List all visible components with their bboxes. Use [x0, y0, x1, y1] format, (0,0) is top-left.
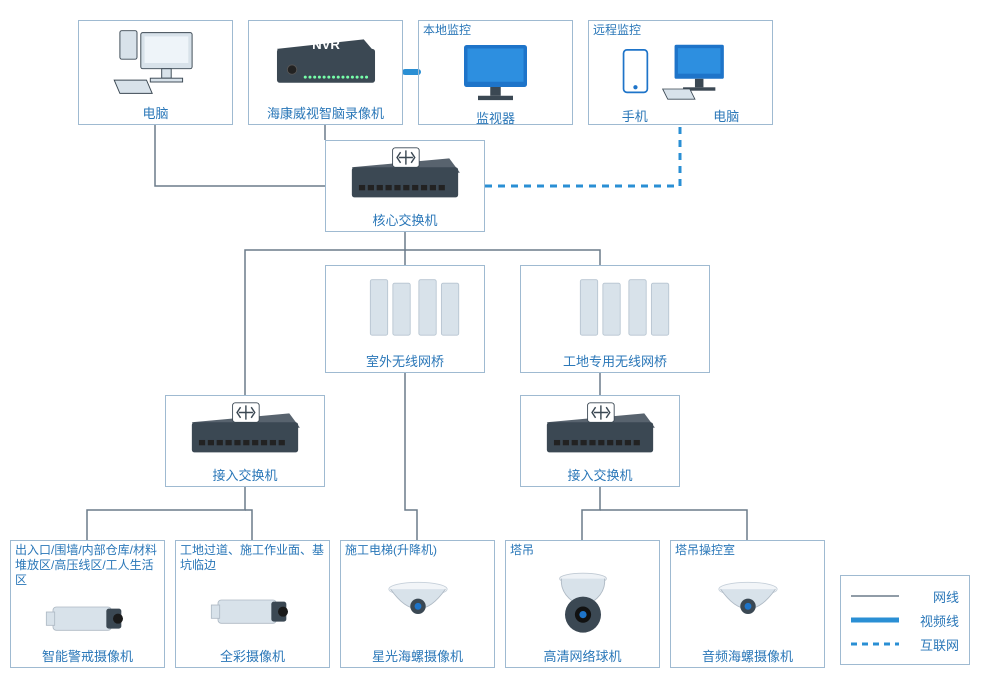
node-header: 远程监控	[589, 23, 772, 38]
node-icon	[521, 398, 679, 465]
node-caption: 星光海螺摄像机	[341, 646, 494, 667]
node-caption: 核心交换机	[326, 210, 484, 231]
legend-row-lan: 网线	[851, 584, 959, 608]
node-acc_sw_l: 接入交换机	[165, 395, 325, 487]
node-caption: 海康威视智脑录像机	[249, 103, 402, 124]
node-icon	[79, 23, 232, 103]
node-icon	[341, 558, 494, 646]
svg-text:NVR: NVR	[312, 37, 340, 52]
node-icon	[506, 558, 659, 646]
node-header: 本地监控	[419, 23, 572, 38]
legend-row-internet: 互联网	[851, 632, 959, 656]
node-header: 工地过道、施工作业面、基坑临边	[176, 543, 329, 573]
legend-box: 网线 视频线 互联网	[840, 575, 970, 665]
node-cam3: 施工电梯(升降机) 星光海螺摄像机	[340, 540, 495, 668]
node-caption: 接入交换机	[521, 465, 679, 486]
node-caption: 智能警戒摄像机	[11, 646, 164, 667]
node-core_sw: 核心交换机	[325, 140, 485, 232]
node-caption: 工地专用无线网桥	[521, 351, 709, 372]
node-caption: 监视器	[419, 108, 572, 129]
node-header: 塔吊操控室	[671, 543, 824, 558]
node-caption: 音频海螺摄像机	[671, 646, 824, 667]
node-caption: 高清网络球机	[506, 646, 659, 667]
node-header: 施工电梯(升降机)	[341, 543, 494, 558]
node-cam4: 塔吊 高清网络球机	[505, 540, 660, 668]
node-local_mon: 本地监控 监视器	[418, 20, 573, 125]
caption-pc: 电脑	[681, 106, 773, 125]
node-caption: 电脑	[79, 103, 232, 124]
node-icon: NVR	[249, 23, 402, 103]
node-header: 出入口/围墙/内部仓库/材料堆放区/高压线区/工人生活区	[11, 543, 164, 588]
node-icon	[326, 268, 484, 351]
legend-label: 网线	[913, 587, 959, 606]
node-bridge_site: 工地专用无线网桥	[520, 265, 710, 373]
node-icon	[521, 268, 709, 351]
node-cam5: 塔吊操控室 音频海螺摄像机	[670, 540, 825, 668]
node-pc_top: 电脑	[78, 20, 233, 125]
node-icon	[11, 588, 164, 646]
node-icon	[589, 38, 772, 106]
node-icon	[176, 573, 329, 646]
node-icon	[419, 38, 572, 108]
node-icon	[326, 143, 484, 210]
legend-label: 视频线	[913, 611, 959, 630]
node-cam1: 出入口/围墙/内部仓库/材料堆放区/高压线区/工人生活区 智能警戒摄像机	[10, 540, 165, 668]
node-caption: 全彩摄像机	[176, 646, 329, 667]
node-bridge_out: 室外无线网桥	[325, 265, 485, 373]
node-header: 塔吊	[506, 543, 659, 558]
node-icon	[671, 558, 824, 646]
node-acc_sw_r: 接入交换机	[520, 395, 680, 487]
node-remote_mon: 远程监控 手机 电脑	[588, 20, 773, 125]
node-icon	[166, 398, 324, 465]
node-cam2: 工地过道、施工作业面、基坑临边 全彩摄像机	[175, 540, 330, 668]
caption-phone: 手机	[589, 106, 681, 125]
node-caption: 室外无线网桥	[326, 351, 484, 372]
node-nvr: NVR 海康威视智脑录像机	[248, 20, 403, 125]
legend-label: 互联网	[913, 635, 959, 654]
legend-row-video: 视频线	[851, 608, 959, 632]
node-caption: 接入交换机	[166, 465, 324, 486]
